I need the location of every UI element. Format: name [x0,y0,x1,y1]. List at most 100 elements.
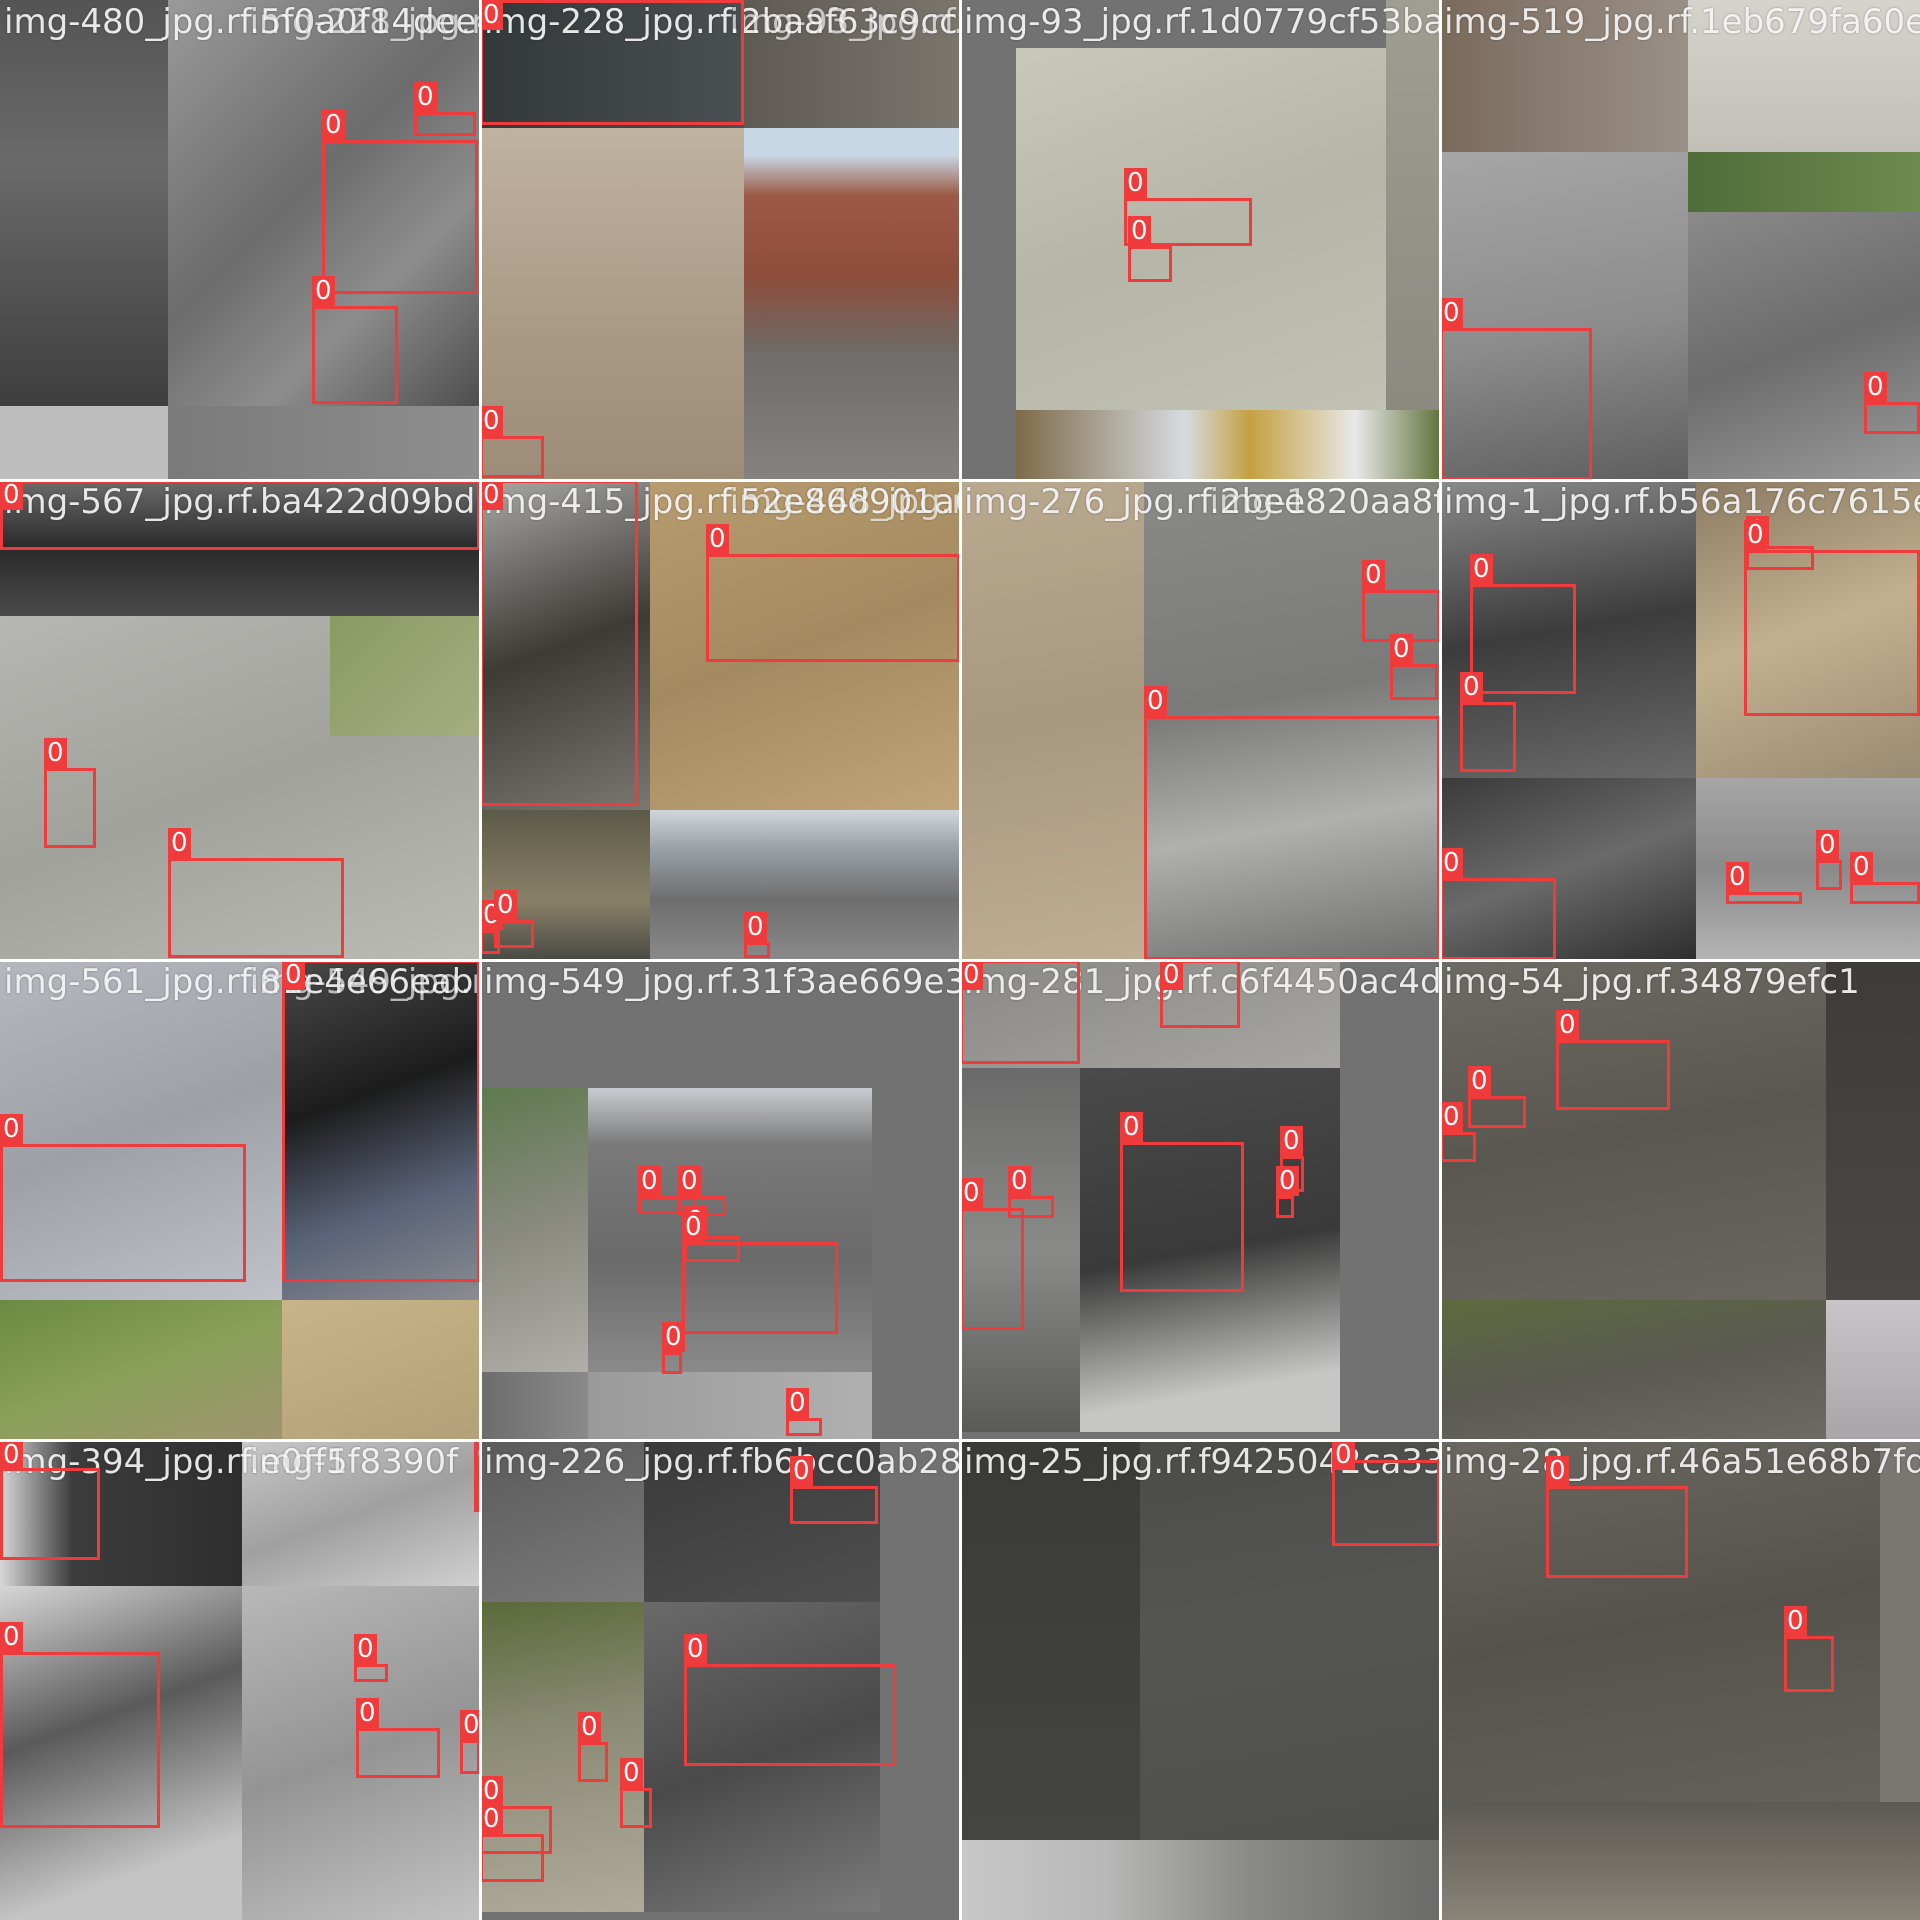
pothole-bbox [460,1740,480,1774]
class-label: 0 [1124,168,1147,198]
photo-region [0,1586,242,1920]
class-label: 0 [1120,1112,1143,1142]
photo-region [1826,1300,1920,1440]
pothole-bbox [1144,716,1440,960]
photo-region [1696,480,1920,778]
pothole-bbox [0,1144,246,1282]
mosaic-tile: img-561_jpg.rf.81e4e66eabimg-549_jpg.rf.… [0,960,480,1440]
photo-region [480,810,650,960]
class-label: 0 [354,1634,377,1664]
photo-region [1440,960,1826,1300]
filename-label: img-281_jpg.rf.c6f4450ac4dd0c55c [964,962,1440,1002]
pothole-bbox [322,140,478,294]
pothole-bbox [1276,1196,1294,1218]
photo-region [1440,1440,1880,1802]
pothole-bbox [1390,664,1438,700]
class-label: 0 [960,960,983,990]
filename-label: img-480_jpg.rf.5f0a0f14dee4f8f3286d872f5 [4,2,480,42]
filename-label: img-93_jpg.rf.1d0779cf53ba5d0638519786 [964,2,1440,42]
photo-region [1688,152,1920,212]
pothole-bbox [790,1486,878,1524]
filename-label: img-93_jpg.rf.6 [729,2,960,42]
class-label: 0 [1556,1010,1579,1040]
photo-region [744,0,960,128]
pothole-bbox [1120,1142,1244,1292]
class-label: 0 [480,0,503,30]
photo-region [480,1088,588,1372]
photo-region [1440,1300,1826,1440]
photo-region [0,1440,242,1586]
mosaic-tile: img-25_jpg.rf.f9425042ca33ca20 [960,1440,1440,1920]
photo-region [0,406,168,480]
class-label: 0 [960,1178,983,1208]
mosaic-tile: img-228_jpg.rf.2baaf63c9ccf7943e-11img-9… [480,0,960,480]
class-label: 0 [1440,848,1463,878]
pothole-bbox [1124,198,1252,246]
class-label: 0 [0,1114,23,1144]
class-label: 0 [1128,216,1151,246]
photo-region [480,128,744,480]
class-label: 0 [480,1776,503,1806]
class-label: 0 [480,1804,503,1834]
class-label: 0 [480,480,503,510]
pothole-bbox [1726,892,1802,904]
photo-region [960,1068,1080,1432]
filename-label: img-228_jpg.rf.1b [249,2,480,42]
photo-region [1880,1440,1920,1802]
class-label: 0 [620,1758,643,1788]
class-label: 0 [1864,372,1887,402]
pothole-bbox [1470,584,1576,694]
pothole-bbox [1440,328,1592,480]
pothole-bbox [1816,860,1842,890]
class-label: 0 [706,524,729,554]
photo-region [0,1300,282,1440]
mosaic-tile: img-54_jpg.rf.34879efc1 0 0 0 [1440,960,1920,1440]
mosaic-tile: img-415_jpg.rf.52e86d901a059a2img-448_jp… [480,480,960,960]
class-label: 0 [312,276,335,306]
class-label: 0 [1468,1066,1491,1096]
pothole-bbox [1332,1460,1440,1546]
class-label: 0 [322,110,345,140]
photo-region [1688,0,1920,152]
class-label: 0 [474,1440,480,1470]
photo-region [644,1602,880,1912]
pothole-bbox [578,1742,608,1782]
class-label: 0 [678,1166,701,1196]
pothole-bbox [1744,550,1920,716]
pothole-bbox [1546,1486,1688,1578]
pothole-bbox [1864,402,1920,434]
class-label: 0 [168,828,191,858]
class-label: 0 [1144,686,1167,716]
mosaic-tile: img-567_jpg.rf.ba422d09bde0fc3000 [0,480,480,960]
photo-region [480,0,744,128]
filename-label: img-1 [1209,482,1308,522]
pothole-bbox [0,1652,160,1828]
pothole-bbox [480,0,744,125]
pothole-bbox [682,1242,838,1334]
photo-region [1440,1802,1920,1920]
class-label: 0 [414,82,437,112]
pothole-bbox [0,1468,100,1560]
photo-region [588,1088,872,1372]
pothole-bbox [744,942,770,958]
photo-region [1440,778,1696,960]
mosaic-tile: img-480_jpg.rf.5f0a0f14dee4f8f3286d872f5… [0,0,480,480]
mosaic-tile: img-281_jpg.rf.c6f4450ac4dd0c55c0000000 [960,960,1440,1440]
photo-region [480,1602,644,1912]
class-label: 0 [1726,862,1749,892]
pothole-bbox [354,1664,388,1682]
photo-region [650,810,960,960]
class-label: 0 [1440,298,1463,328]
class-label: 0 [1850,852,1873,882]
class-label: 0 [638,1166,661,1196]
photo-region [242,1440,480,1586]
photo-region [1386,0,1440,410]
photo-region [480,1440,644,1602]
filename-label: img-1_jpg.rf.b56a176c7615e8925 [1444,482,1920,522]
mosaic-tile: img-276_jpg.rf.2bee820aa8f1 img-1 0 0 0 [960,480,1440,960]
photo-region [960,960,1340,1068]
class-label: 0 [786,1388,809,1418]
pothole-bbox [662,1352,682,1374]
filename-label: img-561_jpg.rf.81e4e66eab [4,962,474,1002]
